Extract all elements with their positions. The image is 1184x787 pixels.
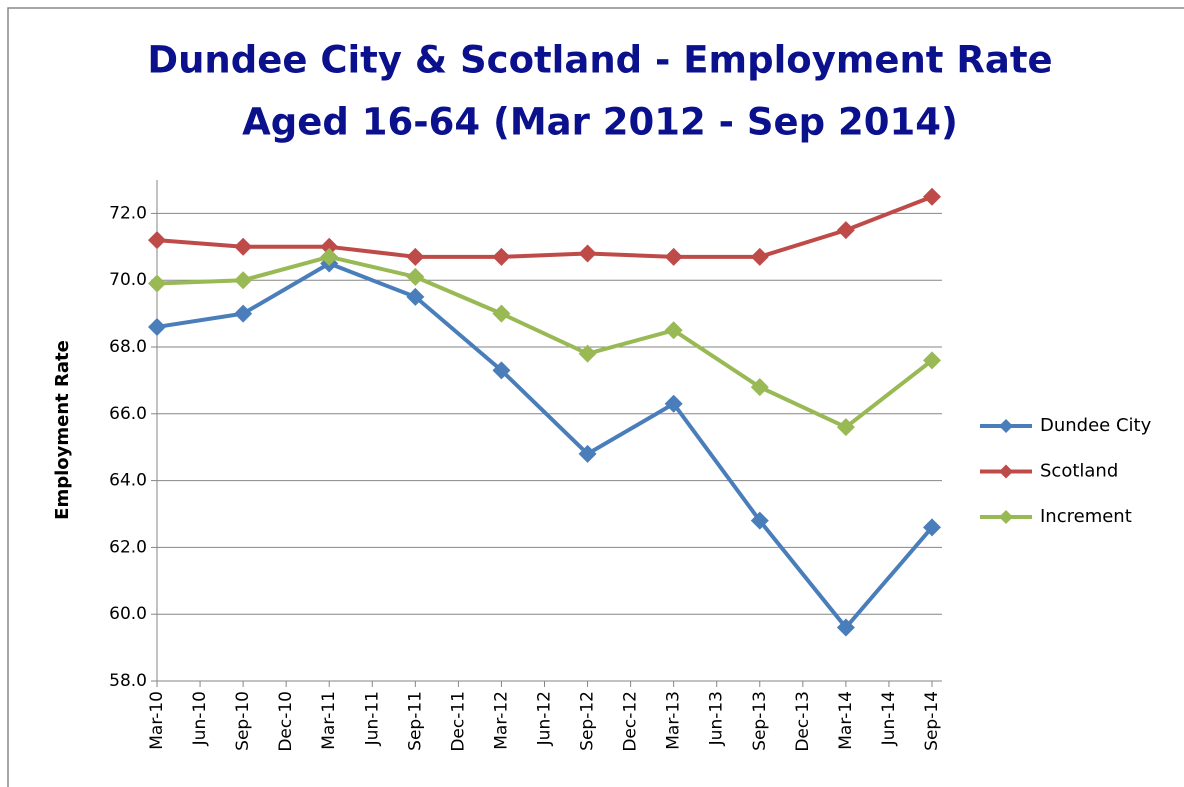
series-line [156,194,933,259]
data-point [148,317,166,336]
legend-text: Scotland [1040,461,1118,482]
x-tick-label: Mar-13 [664,691,684,750]
data-point [750,247,769,266]
data-point [578,244,597,263]
y-axis-title: Employment Rate [52,340,73,520]
y-tick-label: 66.0 [109,404,147,424]
data-point [234,271,253,290]
data-point [148,231,166,250]
data-point [664,394,683,413]
chart-title: Aged 16-64 (Mar 2012 - Sep 2014) [242,101,958,144]
x-tick-label: Dec-11 [448,691,468,752]
x-tick-label: Dec-12 [621,691,641,752]
x-tick-label: Jun-12 [535,691,555,746]
x-tick-label: Jun-14 [879,691,899,746]
data-point [664,321,683,340]
y-tick-label: 64.0 [109,471,147,491]
data-point [923,187,941,206]
y-tick-label: 70.0 [109,270,147,290]
x-tick-label: Mar-12 [491,691,511,750]
x-tick-label: Dec-10 [276,691,296,752]
x-tick-label: Sep-12 [578,691,598,751]
x-tick-label: Sep-10 [233,691,253,751]
legend-text: Increment [1040,506,1132,527]
data-point [578,344,597,363]
chart-title: Dundee City & Scotland - Employment Rate [147,39,1052,82]
data-point [406,267,425,286]
legend-marker [999,419,1013,433]
y-tick-label: 68.0 [109,337,147,357]
x-tick-label: Dec-13 [793,691,813,752]
legend-marker [999,510,1013,524]
data-point [320,237,339,256]
y-tick-label: 60.0 [109,604,147,624]
data-point [148,274,166,293]
series-line [156,254,934,430]
data-point [578,444,597,463]
data-point [923,518,941,537]
data-point [836,618,855,637]
data-point [406,247,425,266]
chart-frame [7,7,1184,787]
data-point [492,247,511,266]
x-tick-label: Sep-14 [922,691,942,751]
data-point [406,287,425,306]
data-point [750,511,769,530]
data-point [492,361,511,380]
data-point [750,378,769,397]
y-tick-label: 62.0 [109,537,147,557]
data-point [836,418,855,437]
x-tick-label: Mar-10 [147,691,167,750]
legend-marker [999,464,1013,479]
legend-text: Dundee City [1040,415,1152,436]
x-tick-label: Sep-13 [750,691,770,751]
y-tick-label: 58.0 [109,671,147,691]
data-point [234,304,253,323]
x-tick-label: Jun-13 [707,691,727,746]
data-point [320,247,339,266]
x-tick-label: Jun-11 [362,691,382,746]
x-tick-label: Mar-14 [836,691,856,750]
series-line [156,261,934,630]
data-point [234,237,253,256]
data-point [492,304,511,323]
x-tick-label: Sep-11 [405,691,425,751]
data-point [836,221,855,240]
x-tick-label: Jun-10 [190,691,210,746]
y-tick-label: 72.0 [109,203,147,223]
data-point [664,247,683,266]
data-point [923,351,941,370]
x-tick-label: Mar-11 [319,691,339,750]
